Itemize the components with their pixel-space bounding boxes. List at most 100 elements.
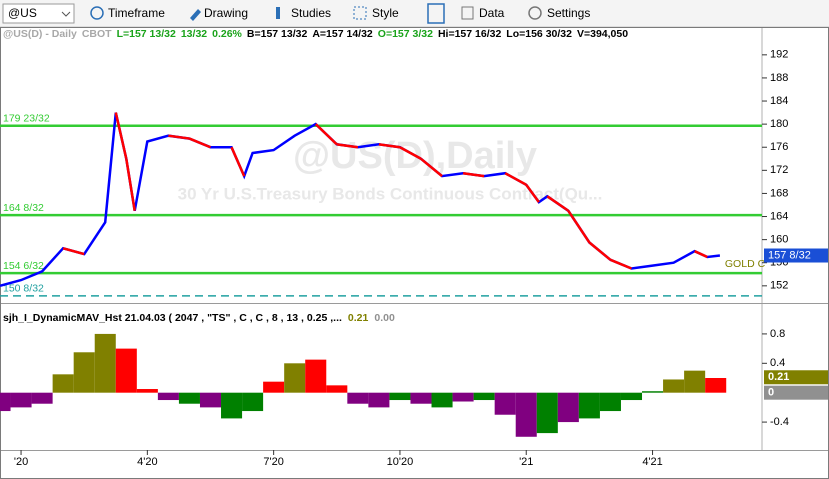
down-segment xyxy=(62,247,85,256)
value-badge-label: 0.21 xyxy=(768,371,789,383)
histogram-bar xyxy=(326,385,348,393)
quote-field: L=157 13/32 xyxy=(117,28,176,40)
dropdown-arrow xyxy=(61,11,71,17)
down-segment xyxy=(525,184,540,203)
histogram-bar xyxy=(663,379,685,393)
annotation: GOLD C xyxy=(725,258,766,270)
down-segment xyxy=(399,146,422,160)
histogram-bar xyxy=(684,370,706,393)
down-segment xyxy=(567,210,591,244)
y-tick-label: 180 xyxy=(770,118,788,130)
quote-field: V=394,050 xyxy=(577,28,628,40)
histogram-bar xyxy=(221,392,243,419)
histogram-bar xyxy=(431,392,453,408)
histogram-bar xyxy=(94,333,116,393)
symbol[interactable]: @US xyxy=(8,6,37,20)
down-segment xyxy=(694,250,708,259)
value-badge xyxy=(764,370,828,385)
toolbar-menu[interactable]: Studies xyxy=(291,6,331,20)
histogram-bar xyxy=(0,392,11,412)
down-segment xyxy=(378,143,401,149)
histogram-bar xyxy=(52,374,74,393)
y-tick-label: 168 xyxy=(770,187,788,199)
histogram-bar xyxy=(452,392,474,402)
histogram-bar xyxy=(178,392,200,404)
level-label: 164 8/32 xyxy=(3,202,44,214)
toolbar-menu[interactable]: Settings xyxy=(547,6,590,20)
histogram-bar xyxy=(494,392,516,415)
quote-field: O=157 3/32 xyxy=(378,28,433,40)
level-label: 150 8/32 xyxy=(3,283,44,295)
y-tick-label: 160 xyxy=(770,234,788,246)
histogram-bar xyxy=(557,392,579,423)
down-segment xyxy=(588,241,612,261)
timeframe-icon xyxy=(90,6,104,20)
histogram-bar xyxy=(31,392,53,404)
x-tick-label: 4'20 xyxy=(137,456,157,468)
histogram-bar xyxy=(347,392,369,404)
histogram-bar xyxy=(136,389,158,393)
toolbar-menu[interactable]: Timeframe xyxy=(108,6,165,20)
histogram-bar xyxy=(705,378,727,393)
histogram-bar xyxy=(157,392,179,401)
data-icon xyxy=(461,6,474,20)
down-segment xyxy=(462,171,485,178)
last-price-badge xyxy=(764,248,828,263)
histogram-bar xyxy=(73,352,95,393)
histogram-bar xyxy=(536,392,558,434)
histogram-bar xyxy=(410,392,432,404)
indicator-readout: 0.21 xyxy=(348,312,369,324)
histogram-bar xyxy=(368,392,390,408)
down-segment xyxy=(609,258,632,270)
y-tick-label: -0.4 xyxy=(770,416,789,428)
level-label: 154 6/32 xyxy=(3,260,44,272)
last-price-label: 157 8/32 xyxy=(768,249,811,261)
histogram-bar xyxy=(305,359,327,393)
x-tick-label: 10'20 xyxy=(387,456,414,468)
value-badge-label: 0 xyxy=(768,387,774,399)
histogram-bar xyxy=(263,381,285,393)
style-icon xyxy=(353,6,367,20)
down-segment xyxy=(314,123,338,146)
x-tick-label: '20 xyxy=(14,456,28,468)
quote-field: 0.26% xyxy=(212,28,242,40)
y-tick-label: 176 xyxy=(770,141,788,153)
histogram-bar xyxy=(578,392,600,419)
quote-field: A=157 14/32 xyxy=(312,28,373,40)
y-tick-label: 164 xyxy=(770,210,788,222)
toolbar xyxy=(0,0,829,27)
symbol-box[interactable] xyxy=(2,3,75,24)
y-tick-label: 188 xyxy=(770,72,788,84)
y-tick-label: 172 xyxy=(770,164,788,176)
histogram-bar xyxy=(242,392,264,412)
quote-field: B=157 13/32 xyxy=(247,28,308,40)
settings-icon xyxy=(528,6,542,20)
histogram-bar xyxy=(515,392,537,437)
down-segment xyxy=(114,112,128,160)
toolbar-menu[interactable]: Data xyxy=(479,6,505,20)
down-segment xyxy=(168,134,190,140)
down-segment xyxy=(230,146,246,177)
y-tick-label: 0.8 xyxy=(770,328,785,340)
histogram-bar xyxy=(389,392,411,401)
toolbar-menu[interactable]: Style xyxy=(372,6,399,20)
watermark-subtitle: 30 Yr U.S.Treasury Bonds Continuous Cont… xyxy=(178,184,603,203)
quote-header: @US(D) - Daily CBOT L=157 13/32 13/32 0.26% B… xyxy=(3,28,628,40)
down-segment xyxy=(420,157,443,178)
quote-field: Lo=156 30/32 xyxy=(506,28,572,40)
down-segment xyxy=(336,143,359,149)
histogram-bar xyxy=(10,392,32,408)
x-tick-label: 7'20 xyxy=(263,456,283,468)
toolbar-menu[interactable]: Drawing xyxy=(204,6,248,20)
y-tick-label: 0.4 xyxy=(770,357,785,369)
x-tick-label: 4'21 xyxy=(642,456,662,468)
y-tick-label: 152 xyxy=(770,280,788,292)
y-tick-label: 184 xyxy=(770,95,788,107)
quote-field: 13/32 xyxy=(181,28,207,40)
layout-icon[interactable] xyxy=(427,3,445,24)
quote-field: Hi=157 16/32 xyxy=(438,28,502,40)
indicator-readout: 0.00 xyxy=(374,312,395,324)
level-label: 179 23/32 xyxy=(3,113,50,125)
quote-field: @US(D) - Daily xyxy=(3,28,77,40)
histogram-bar xyxy=(620,392,643,401)
